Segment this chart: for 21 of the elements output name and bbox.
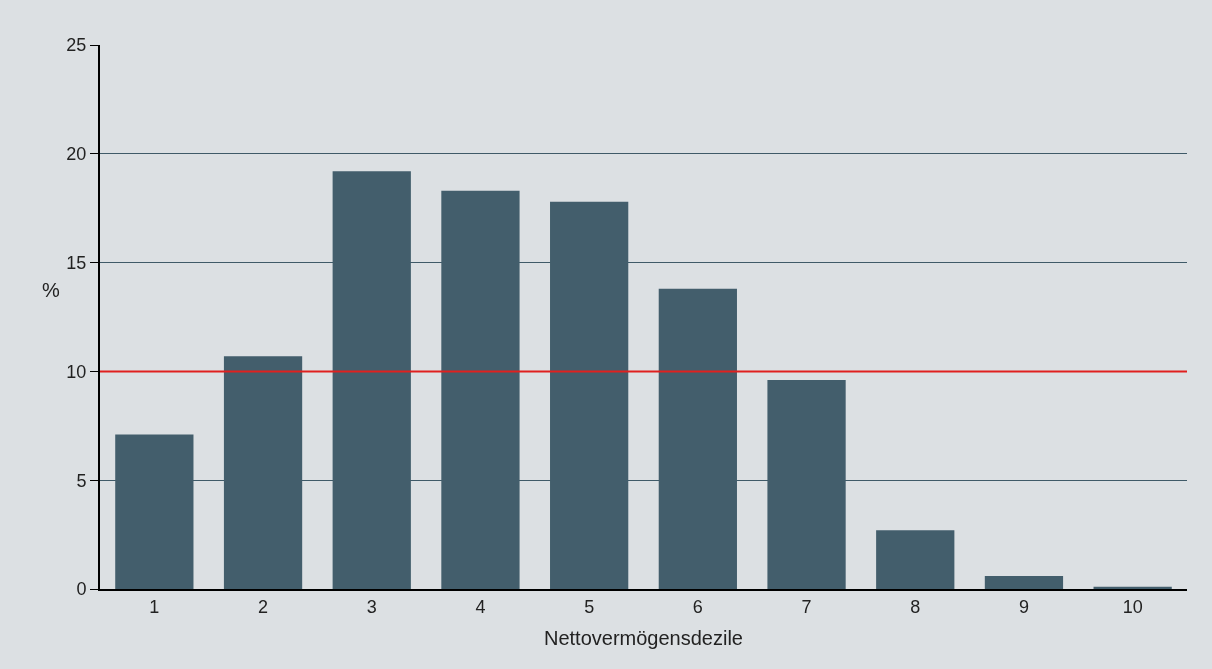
x-tick-label: 4: [475, 596, 486, 617]
x-axis-title: Nettovermögensdezile: [544, 626, 743, 649]
x-tick-label: 3: [366, 596, 377, 617]
x-tick-label: 7: [801, 596, 812, 617]
y-tick-label: 5: [76, 470, 87, 491]
x-tick-label: 5: [584, 596, 595, 617]
y-tick-label: 15: [66, 252, 87, 273]
bar: [1093, 586, 1172, 589]
y-tick-label: 10: [66, 361, 87, 382]
y-tick-label: 25: [66, 35, 87, 56]
y-axis-title: %: [42, 279, 60, 301]
x-tick-label: 9: [1018, 596, 1029, 617]
x-tick-label: 8: [910, 596, 921, 617]
y-tick-label: 20: [66, 144, 87, 165]
bar: [876, 530, 955, 589]
bar: [984, 575, 1064, 589]
x-tick-label: 2: [258, 596, 269, 617]
x-tick-label: 10: [1122, 596, 1143, 617]
y-tick-label: 0: [76, 579, 87, 600]
x-tick-label: 6: [692, 596, 703, 617]
x-tick-label: 1: [149, 596, 160, 617]
